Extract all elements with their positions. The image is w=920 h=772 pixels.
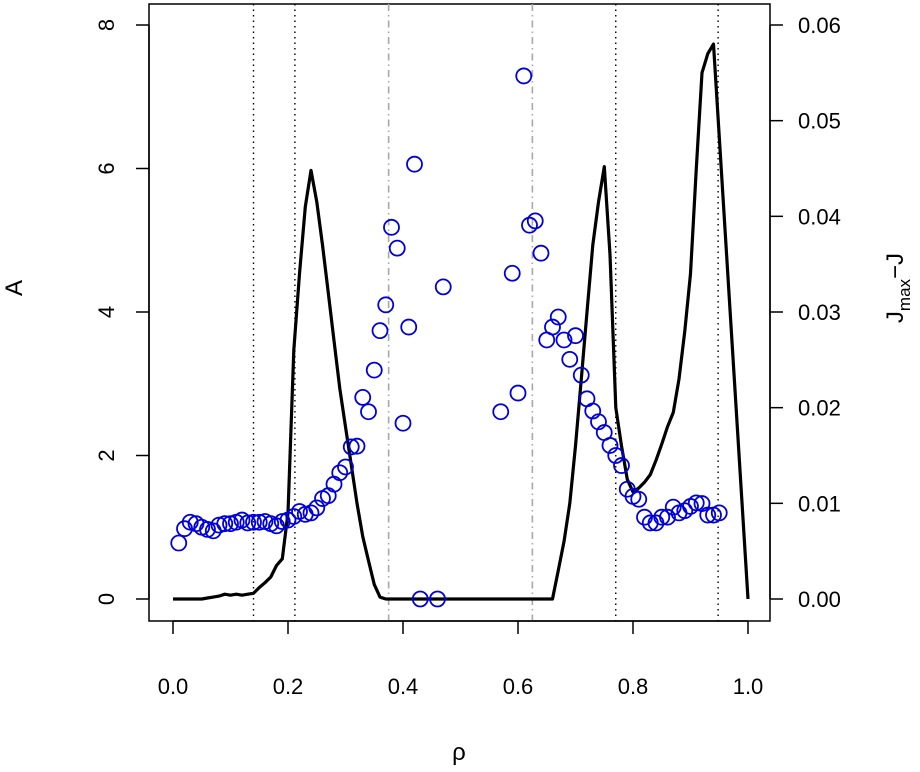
y-right-tick-label: 0.01 xyxy=(798,491,841,516)
scatter-point xyxy=(170,534,188,552)
scatter-point xyxy=(521,216,538,234)
scatter-point xyxy=(590,413,607,431)
x-axis-label: ρ xyxy=(452,739,466,766)
scatter-point xyxy=(664,498,682,516)
scatter-point xyxy=(285,508,303,525)
scatter-point xyxy=(555,331,573,349)
scatter-point xyxy=(434,278,452,296)
scatter-point xyxy=(383,218,400,236)
scatter-point xyxy=(308,499,326,517)
scatter-point xyxy=(337,458,354,476)
scatter-point xyxy=(371,322,389,340)
line-series xyxy=(173,42,750,601)
scatter-point xyxy=(509,384,527,402)
x-axis: 0.0 0.2 0.4 0.6 0.8 1.0 xyxy=(158,620,764,699)
y-right-tick-label: 0.00 xyxy=(798,587,841,612)
x-tick-label: 0.8 xyxy=(618,674,649,699)
x-tick-label: 1.0 xyxy=(733,674,764,699)
scatter-point xyxy=(325,475,343,493)
y-axis-left-label: A xyxy=(1,280,28,296)
scatter-point xyxy=(250,513,268,531)
y-right-tick-label: 0.05 xyxy=(798,109,841,134)
y-left-tick-label: 8 xyxy=(94,19,119,31)
scatter-point xyxy=(601,437,619,454)
scatter-point xyxy=(216,515,234,533)
x-tick-label: 0.4 xyxy=(388,674,419,699)
scatter-point xyxy=(561,350,579,368)
scatter-point xyxy=(319,487,337,505)
scatter-point xyxy=(354,388,372,406)
scatter-point xyxy=(710,504,728,522)
y-axis-right-label-main: J xyxy=(882,311,909,323)
reference-lines xyxy=(252,4,719,621)
y-left-tick-label: 2 xyxy=(94,449,119,461)
scatter-point xyxy=(607,447,625,464)
scatter-point xyxy=(699,506,717,524)
y-axis-right-label: Jmax−J xyxy=(882,253,914,323)
scatter-point xyxy=(503,264,521,282)
scatter-point xyxy=(653,508,671,526)
y-axis-left: 0 2 4 6 8 xyxy=(94,19,150,605)
scatter-point xyxy=(365,361,383,379)
y-right-tick-label: 0.04 xyxy=(798,204,841,229)
x-tick-label: 0.0 xyxy=(158,674,189,699)
scatter-point xyxy=(676,502,694,520)
scatter-point xyxy=(429,590,446,608)
y-axis-right: 0.00 0.01 0.02 0.03 0.04 0.05 0.06 xyxy=(769,13,841,612)
scatter-point xyxy=(406,155,423,173)
scatter-point xyxy=(239,514,257,532)
scatter-point xyxy=(394,414,412,432)
scatter-point xyxy=(659,508,676,526)
y-right-tick-label: 0.06 xyxy=(798,13,841,38)
scatter-point xyxy=(331,464,349,482)
scatter-point xyxy=(360,403,377,421)
scatter-point xyxy=(526,212,544,230)
x-tick-label: 0.2 xyxy=(273,674,304,699)
scatter-point xyxy=(388,239,406,257)
y-left-tick-label: 6 xyxy=(94,162,119,174)
scatter-point xyxy=(342,438,360,456)
scatter-point xyxy=(572,366,590,384)
scatter-point xyxy=(515,67,533,85)
scatter-point xyxy=(400,318,418,336)
x-tick-label: 0.6 xyxy=(503,674,534,699)
jmax-minus-j-line xyxy=(173,42,750,601)
scatter-point xyxy=(377,296,395,314)
scatter-point xyxy=(411,590,429,608)
y-axis-right-label-suffix: −J xyxy=(882,253,909,279)
scatter-point xyxy=(584,402,602,420)
y-left-tick-label: 4 xyxy=(94,306,119,318)
scatter-point xyxy=(687,494,705,512)
scatter-point xyxy=(532,244,550,262)
scatter-point xyxy=(348,437,366,455)
scatter-series xyxy=(170,67,728,608)
y-left-tick-label: 0 xyxy=(94,593,119,605)
scatter-point xyxy=(544,318,561,336)
scatter-point xyxy=(549,308,567,326)
y-axis-right-label-sub: max xyxy=(895,278,914,311)
y-right-tick-label: 0.03 xyxy=(798,300,841,325)
scatter-point xyxy=(567,327,584,345)
scatter-point xyxy=(245,513,262,531)
scatter-point xyxy=(630,490,648,508)
scatter-point xyxy=(492,403,510,421)
y-right-tick-label: 0.02 xyxy=(798,396,841,421)
scatter-point xyxy=(613,457,630,474)
scatter-point xyxy=(302,504,320,522)
